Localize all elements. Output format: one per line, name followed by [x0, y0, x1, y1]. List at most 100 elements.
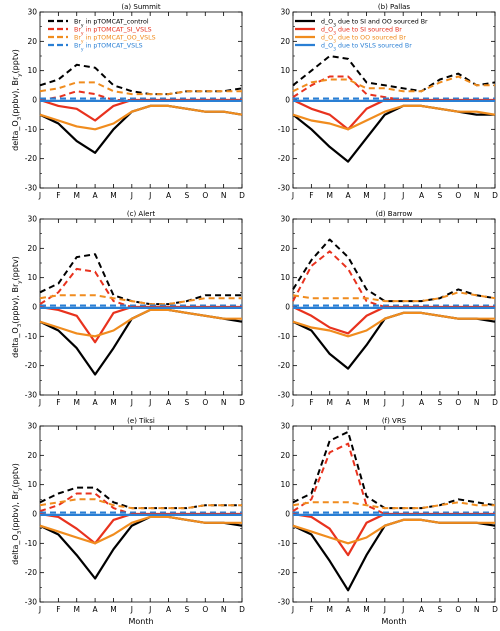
y-tick-label: 0 [32, 303, 37, 312]
x-tick-label: M [363, 605, 369, 614]
legend-label-sub: 3 [333, 38, 336, 44]
x-tick-label: M [110, 605, 116, 614]
y-axis-label-part: y [17, 487, 23, 491]
y-tick-label: 0 [285, 510, 290, 519]
x-tick-label: J [383, 398, 386, 407]
y-axis-label-part: delta_O [11, 534, 20, 565]
x-tick-label: A [419, 398, 425, 407]
x-tick-label: J [383, 191, 386, 200]
x-tick-label: F [309, 398, 313, 407]
y-tick-label: -10 [25, 332, 37, 341]
x-tick-label: A [166, 605, 172, 614]
legend-label: Bry in pTOMCAT_OO_VSLS [74, 34, 156, 44]
x-tick-label: O [455, 191, 461, 200]
series-line [292, 291, 496, 303]
series-line [39, 305, 242, 344]
y-axis-label-part: 3 [17, 116, 23, 120]
legend-label-prefix: d_O [321, 34, 333, 41]
x-tick-label: M [326, 398, 332, 407]
y-tick-label: -30 [25, 598, 37, 607]
x-tick-label: D [492, 398, 498, 407]
y-tick-label: -30 [278, 391, 290, 400]
y-axis-label: delta_O3(ppbv), Bry(pptv) [11, 463, 23, 565]
x-tick-label: A [166, 191, 172, 200]
y-tick-label: -10 [25, 539, 37, 548]
y-tick-label: 10 [280, 273, 290, 282]
x-tick-label: M [110, 191, 116, 200]
x-axis-label: Month [381, 617, 406, 626]
y-tick-label: 20 [27, 244, 37, 253]
y-axis-label-part: (ppbv), Br [11, 490, 20, 531]
y-tick-label: 30 [280, 8, 290, 17]
series-line [39, 294, 242, 306]
x-tick-label: N [221, 398, 227, 407]
y-tick-label: 0 [32, 96, 37, 105]
x-tick-label: O [202, 398, 208, 407]
x-tick-label: D [239, 398, 245, 407]
x-tick-label: S [438, 398, 443, 407]
x-tick-label: J [38, 398, 41, 407]
y-axis-label-part: 3 [17, 530, 23, 534]
series-line [292, 311, 495, 338]
x-tick-label: F [309, 605, 313, 614]
y-tick-label: -20 [25, 568, 37, 577]
x-axis-label: Month [128, 617, 153, 626]
x-tick-label: M [73, 398, 79, 407]
x-tick-label: J [291, 191, 294, 200]
x-tick-label: M [326, 605, 332, 614]
x-tick-label: M [110, 398, 116, 407]
y-tick-label: -20 [278, 361, 290, 370]
series-line [292, 98, 495, 131]
y-axis-label-part: y [17, 280, 23, 284]
x-tick-label: J [148, 191, 151, 200]
y-tick-label: -30 [278, 184, 290, 193]
x-tick-label: A [93, 398, 99, 407]
y-tick-label: 20 [27, 451, 37, 460]
x-tick-label: J [291, 398, 294, 407]
legend-label-text: due to SI sourced Br [336, 26, 402, 33]
y-axis-label-part: (ppbv), Br [11, 76, 20, 117]
y-tick-label: 30 [27, 8, 37, 17]
series-line [39, 512, 242, 545]
legend-label: d_O3 due to SI sourced Br [321, 26, 402, 36]
series-line [39, 498, 242, 510]
x-tick-label: D [239, 605, 245, 614]
series-line [292, 518, 496, 592]
series-line [39, 308, 242, 338]
series-line [292, 501, 495, 510]
y-tick-label: -10 [25, 125, 37, 134]
panel-title: (b) Pallas [378, 3, 411, 11]
x-tick-label: A [346, 605, 352, 614]
x-tick-label: N [474, 191, 480, 200]
x-tick-label: S [185, 605, 190, 614]
legend-label-text: in pTOMCAT_SI_VSLS [84, 26, 152, 33]
y-tick-label: -20 [25, 154, 37, 163]
x-tick-label: N [474, 605, 480, 614]
x-tick-label: S [185, 191, 190, 200]
y-tick-label: 30 [280, 422, 290, 431]
x-tick-label: M [73, 191, 79, 200]
legend-label-text: due to VSLS sourced Br [336, 42, 412, 49]
series-line [292, 518, 495, 545]
legend-label-text: in pTOMCAT_VSLS [84, 42, 143, 49]
panel-title: (f) VRS [382, 417, 407, 425]
legend-label-sub: 3 [333, 30, 336, 36]
x-tick-label: A [346, 191, 352, 200]
x-tick-label: J [130, 191, 133, 200]
x-tick-label: J [383, 605, 386, 614]
x-tick-label: M [363, 191, 369, 200]
y-tick-label: 0 [285, 303, 290, 312]
x-tick-label: A [346, 398, 352, 407]
x-tick-label: J [130, 605, 133, 614]
panel-title: (a) Summit [121, 3, 160, 11]
x-tick-label: M [73, 605, 79, 614]
x-tick-label: O [202, 191, 208, 200]
y-axis-label-part: 3 [17, 323, 23, 327]
y-tick-label: 0 [32, 510, 37, 519]
x-tick-label: J [401, 191, 404, 200]
panel-title: (d) Barrow [376, 210, 413, 218]
y-tick-label: -10 [278, 125, 290, 134]
legend-label-sub: y [81, 31, 84, 36]
y-tick-label: 10 [27, 273, 37, 282]
